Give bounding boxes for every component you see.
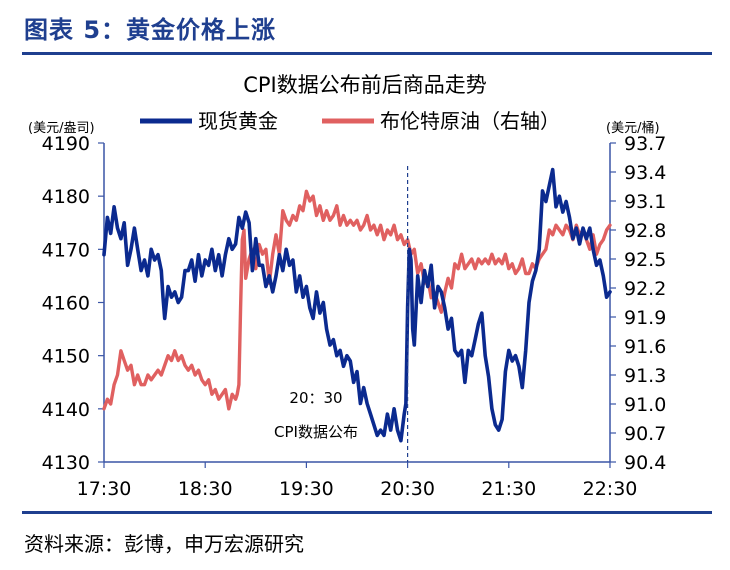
- series-layer: [102, 167, 612, 443]
- x-tick-label: 18:30: [178, 478, 233, 500]
- bottom-rule: [22, 511, 712, 514]
- y-left-tick-label: 4140: [42, 399, 90, 421]
- x-tick-label: 22:30: [583, 478, 638, 500]
- y-left-tick-label: 4150: [42, 346, 90, 368]
- y-right-tick-label: 92.8: [624, 220, 666, 242]
- y-right-tick-label: 92.5: [624, 249, 666, 271]
- y-right-tick-label: 93.7: [624, 133, 666, 155]
- y-right-tick-label: 93.1: [624, 191, 666, 213]
- legend: 现货黄金 布伦特原油（右轴）: [140, 109, 560, 133]
- annotation: 20：30 CPI数据公布: [274, 166, 409, 462]
- y-left-tick-label: 4160: [42, 293, 90, 315]
- x-tick-label: 19:30: [279, 478, 334, 500]
- axes: 4190 4180 4170 4160 4150 4140 4130 93.7 93.4 93.1…: [42, 133, 667, 500]
- y-right-tick-label: 91.3: [624, 365, 666, 387]
- y-right-tick-label: 90.4: [624, 452, 666, 474]
- y-right-tick-label: 90.7: [624, 423, 666, 445]
- y-right-tick-label: 91.0: [624, 394, 666, 416]
- chart-title: CPI数据公布前后商品走势: [243, 73, 487, 97]
- y-left-tick-label: 4170: [42, 239, 90, 261]
- y-left-tick-label: 4130: [42, 452, 90, 474]
- legend-oil-label: 布伦特原油（右轴）: [380, 109, 560, 133]
- y-right-tick-label: 92.2: [624, 278, 666, 300]
- source-note: 资料来源：彭博，申万宏源研究: [24, 532, 304, 556]
- figure-title: 图表 5：黄金价格上涨: [24, 16, 277, 44]
- y-left-label: (美元/盎司): [28, 121, 95, 136]
- x-tick-label: 17:30: [77, 478, 132, 500]
- annotation-text: CPI数据公布: [274, 423, 358, 441]
- series-oil-line: [102, 189, 612, 411]
- y-left-tick-label: 4180: [42, 186, 90, 208]
- x-tick-label: 20:30: [380, 478, 435, 500]
- y-right-tick-label: 91.9: [624, 307, 666, 329]
- top-rule: [22, 52, 712, 55]
- x-tick-label: 21:30: [481, 478, 536, 500]
- y-left-tick-label: 4190: [42, 133, 90, 155]
- y-right-label: (美元/桶): [606, 121, 660, 136]
- legend-gold-label: 现货黄金: [198, 109, 278, 133]
- y-right-tick-label: 91.6: [624, 336, 666, 358]
- y-right-tick-label: 93.4: [624, 162, 666, 184]
- annotation-time: 20：30: [289, 389, 342, 407]
- series-gold-line: [102, 167, 612, 443]
